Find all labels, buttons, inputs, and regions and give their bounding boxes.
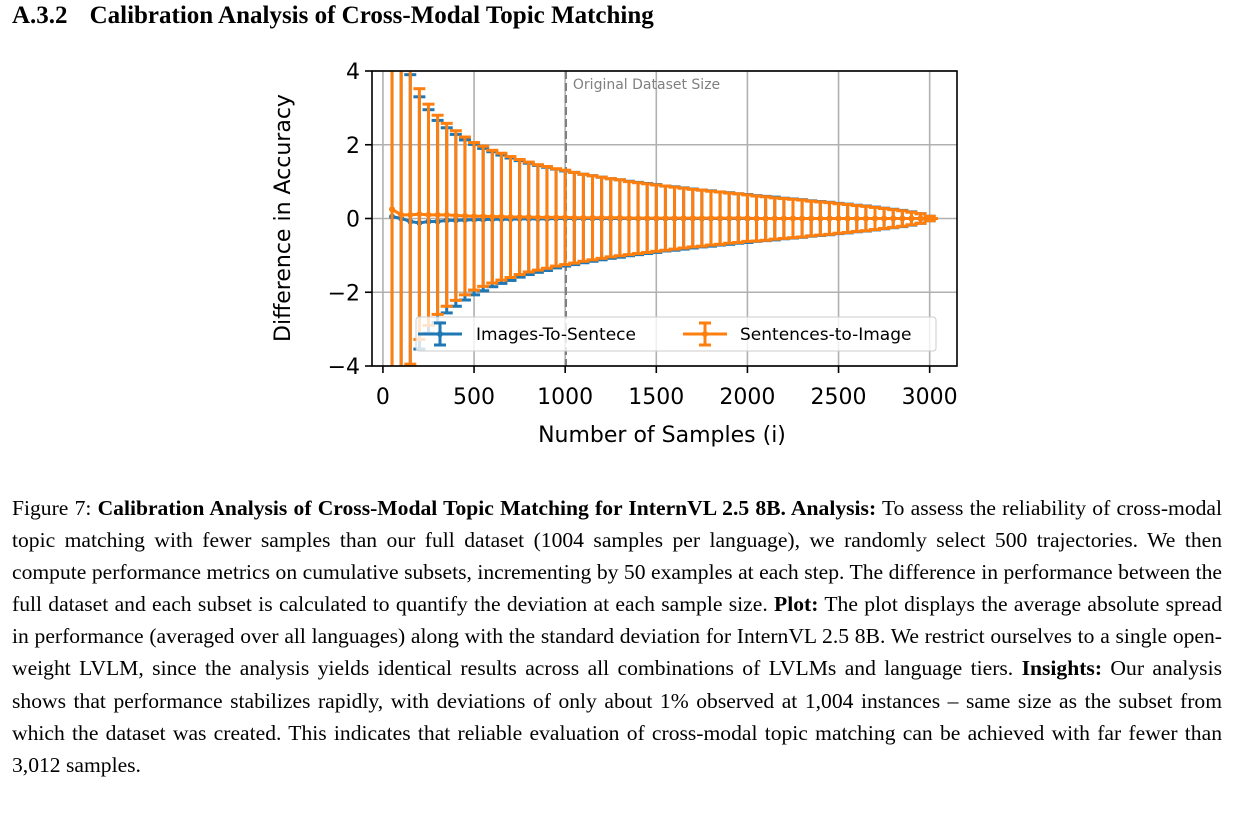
data-point [780, 215, 787, 222]
legend-point [702, 331, 708, 337]
data-point [507, 214, 514, 221]
data-point [571, 214, 578, 221]
data-point [607, 214, 614, 221]
caption-plot: The plot displays the average absolute s… [12, 592, 1222, 681]
data-point [881, 215, 888, 222]
data-point [789, 215, 796, 222]
data-point [726, 215, 733, 222]
data-point [680, 215, 687, 222]
data-point [589, 214, 596, 221]
section-heading: A.3.2 Calibration Analysis of Cross-Modal… [12, 2, 654, 30]
y-tick-label: 0 [346, 208, 360, 233]
caption-analysis: To assess the reliability of cross-modal… [12, 496, 1222, 617]
y-tick-label: −2 [328, 281, 360, 306]
series-marks [389, 71, 938, 366]
x-tick-label: 0 [376, 385, 390, 410]
data-point [826, 215, 833, 222]
data-point [616, 214, 623, 221]
data-point [744, 215, 751, 222]
data-point [653, 215, 660, 222]
data-point [871, 215, 878, 222]
data-point [662, 215, 669, 222]
x-tick-label: 2500 [811, 385, 867, 410]
legend-point [437, 331, 443, 337]
data-point [598, 214, 605, 221]
data-point [489, 213, 496, 220]
data-point [625, 215, 632, 222]
y-tick-label: 2 [346, 134, 360, 159]
legend-label-sentences-to-image: Sentences-to-Image [740, 325, 911, 345]
x-axis-label: Number of Samples (i) [538, 423, 786, 448]
data-point [452, 212, 459, 219]
data-point [534, 214, 541, 221]
data-point [890, 215, 897, 222]
legend-marker-images-to-sentence [418, 321, 462, 347]
caption-plot-heading: Plot: [774, 592, 819, 617]
data-point [844, 215, 851, 222]
data-point [698, 215, 705, 222]
legend: Images-To-Sentece Sentences-to-Image [415, 316, 937, 352]
data-point [553, 214, 560, 221]
axis-ticks: 0 500 1000 1500 2000 2500 3000 −4 −2 0 2 4 [328, 60, 958, 410]
data-point [425, 211, 432, 218]
data-point [762, 215, 769, 222]
data-point [543, 214, 550, 221]
data-point [707, 215, 714, 222]
y-tick-label: 4 [346, 60, 360, 85]
caption-insights-heading: Insights: [1021, 656, 1103, 681]
data-point [471, 213, 478, 220]
data-point [498, 213, 505, 220]
data-point [808, 215, 815, 222]
data-point [562, 214, 569, 221]
section-title: Calibration Analysis of Cross-Modal Topi… [89, 2, 654, 29]
data-point [908, 215, 915, 222]
data-point [928, 215, 935, 222]
caption-title: Calibration Analysis of Cross-Modal Topi… [97, 496, 877, 520]
data-point [671, 215, 678, 222]
x-tick-label: 1500 [628, 385, 684, 410]
data-point [407, 211, 414, 218]
data-point [635, 215, 642, 222]
data-point [735, 215, 742, 222]
data-point [835, 215, 842, 222]
series-sentences-to-image [389, 71, 938, 366]
legend-marker-sentences-to-image [683, 321, 727, 347]
data-point [525, 214, 532, 221]
data-point [862, 215, 869, 222]
data-point [689, 215, 696, 222]
data-point [753, 215, 760, 222]
x-tick-label: 3000 [902, 385, 958, 410]
caption-insights: Our analysis shows that performance stab… [12, 656, 1222, 777]
data-point [389, 206, 396, 213]
caption-figure-number: Figure 7: [12, 496, 98, 520]
legend-box [415, 316, 937, 352]
data-point [717, 215, 724, 222]
legend-label-images-to-sentence: Images-To-Sentece [476, 325, 636, 345]
x-tick-label: 500 [453, 385, 495, 410]
vline-label: Original Dataset Size [573, 77, 720, 93]
data-point [516, 214, 523, 221]
data-point [853, 215, 860, 222]
data-point [434, 211, 441, 218]
data-point [461, 212, 468, 219]
data-point [644, 215, 651, 222]
y-axis-label: Difference in Accuracy [271, 94, 296, 342]
data-point [817, 215, 824, 222]
data-point [580, 214, 587, 221]
errorbar-chart: Original Dataset Size 0 500 1000 1500 2000 25… [271, 60, 958, 448]
x-tick-label: 1000 [537, 385, 593, 410]
data-point [917, 215, 924, 222]
data-point [398, 211, 405, 218]
data-point [899, 215, 906, 222]
section-number: A.3.2 [12, 2, 68, 29]
data-point [416, 211, 423, 218]
y-tick-label: −4 [328, 355, 360, 380]
data-point [799, 215, 806, 222]
data-point [480, 213, 487, 220]
data-point [771, 215, 778, 222]
figure-caption: Figure 7: Calibration Analysis of Cross-… [12, 492, 1222, 781]
x-tick-label: 2000 [719, 385, 775, 410]
data-point [443, 211, 450, 218]
